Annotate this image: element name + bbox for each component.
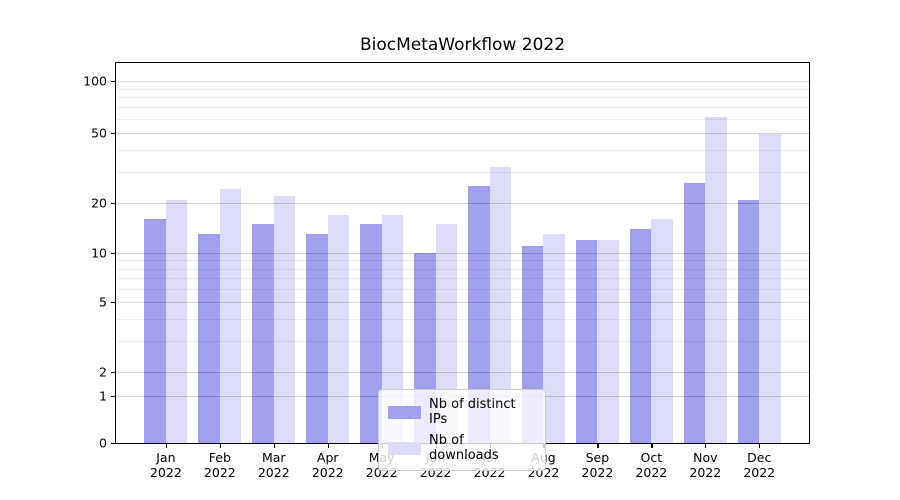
x-tick-sep (597, 444, 599, 448)
x-tick-year: 2022 (257, 465, 290, 480)
x-tick-label-mar: Mar 2022 (244, 450, 304, 480)
x-tick-year: 2022 (689, 465, 722, 480)
y-tick-100 (111, 80, 115, 82)
gridline-major-2 (116, 371, 809, 373)
bar-ips-jul (467, 186, 490, 444)
y-tick-label-0: 0 (99, 435, 107, 451)
x-tick-year: 2022 (743, 465, 776, 480)
bar-ips-dec (737, 199, 760, 444)
bar-downloads-mar (273, 195, 296, 444)
gridline-major-20 (116, 203, 809, 205)
y-tick-2 (111, 371, 115, 373)
x-tick-label-sep: Sep 2022 (567, 450, 627, 480)
x-tick-year: 2022 (203, 465, 236, 480)
plot-area (115, 62, 810, 444)
x-tick-month: Mar (261, 450, 286, 465)
gridline-minor-8 (116, 268, 809, 270)
x-tick-label-dec: Dec 2022 (729, 450, 789, 480)
x-tick-month: Apr (316, 450, 339, 465)
bar-ips-sep (575, 239, 598, 444)
y-tick-label-2: 2 (99, 364, 107, 380)
x-tick-year: 2022 (149, 465, 182, 480)
x-tick-feb (219, 444, 222, 448)
gridline-minor-6 (116, 289, 809, 291)
bar-ips-nov (683, 183, 706, 444)
x-tick-month: Dec (747, 450, 772, 465)
gridline-major-100 (116, 80, 809, 82)
y-tick-10 (111, 252, 115, 254)
x-tick-label-nov: Nov 2022 (675, 450, 735, 480)
x-tick-jan (165, 444, 168, 448)
legend-item-downloads: Nb of downloads (388, 433, 536, 463)
bar-downloads-dec (759, 134, 781, 444)
bar-downloads-may (381, 214, 404, 444)
y-tick-50 (111, 132, 115, 134)
bar-downloads-oct (651, 219, 673, 444)
legend-swatch-distinct-ips (388, 405, 421, 419)
bar-downloads-aug (543, 234, 566, 444)
x-tick-label-jan: Jan 2022 (136, 450, 196, 480)
x-tick-year: 2022 (581, 465, 614, 480)
gridline-minor-90 (116, 88, 809, 90)
x-tick-year: 2022 (635, 465, 668, 480)
gridline-minor-40 (116, 149, 809, 151)
legend-label-distinct-ips: Nb of distinct IPs (429, 397, 516, 427)
y-tick-label-50: 50 (91, 125, 107, 141)
gridline-minor-7 (116, 278, 809, 280)
gridline-minor-9 (116, 260, 809, 262)
x-tick-oct (651, 444, 653, 448)
bar-ips-may (360, 223, 382, 444)
bar-ips-feb (198, 234, 220, 444)
gridline-minor-4 (116, 318, 809, 320)
y-tick-0 (111, 443, 115, 445)
y-tick-label-20: 20 (91, 195, 107, 211)
y-tick-1 (111, 396, 115, 398)
x-tick-month: Sep (585, 450, 610, 465)
bar-downloads-sep (597, 239, 619, 444)
bar-ips-oct (629, 228, 652, 444)
y-tick-label-5: 5 (99, 294, 107, 310)
x-tick-month: Jan (156, 450, 176, 465)
chart-title: BiocMetaWorkflow 2022 (359, 35, 566, 55)
gridline-minor-60 (116, 119, 809, 121)
legend: Nb of distinct IPs Nb of downloads (378, 389, 546, 471)
gridline-minor-30 (116, 172, 809, 174)
x-tick-month: Nov (693, 450, 718, 465)
gridline-minor-70 (116, 107, 809, 109)
legend-label-downloads: Nb of downloads (429, 433, 499, 463)
y-tick-20 (111, 203, 115, 205)
x-tick-mar (273, 444, 275, 448)
bar-ips-mar (252, 223, 274, 444)
x-tick-label-feb: Feb 2022 (190, 450, 250, 480)
gridline-major-10 (116, 252, 809, 254)
gridline-minor-3 (116, 340, 809, 342)
legend-item-distinct-ips: Nb of distinct IPs (388, 397, 536, 427)
bar-ips-jan (144, 219, 166, 444)
y-tick-label-100: 100 (83, 73, 107, 89)
x-tick-month: Feb (208, 450, 231, 465)
bar-downloads-jan (165, 199, 188, 444)
x-tick-apr (327, 444, 329, 448)
bar-downloads-feb (219, 189, 242, 444)
x-tick-month: Oct (640, 450, 663, 465)
x-tick-year: 2022 (311, 465, 344, 480)
y-tick-label-10: 10 (91, 245, 107, 261)
x-tick-label-apr: Apr 2022 (298, 450, 358, 480)
bar-downloads-apr (327, 214, 350, 444)
y-tick-label-1: 1 (99, 388, 107, 404)
gridline-major-5 (116, 302, 809, 303)
gridline-major-50 (116, 132, 809, 134)
bar-downloads-jul (489, 167, 512, 444)
x-tick-label-oct: Oct 2022 (621, 450, 681, 480)
y-tick-5 (111, 302, 115, 304)
legend-swatch-downloads (388, 441, 421, 455)
x-tick-dec (759, 444, 761, 448)
bar-downloads-nov (705, 116, 727, 444)
bar-downloads-jun (435, 223, 458, 444)
gridline-minor-80 (116, 97, 809, 99)
bar-ips-apr (306, 234, 328, 444)
x-tick-nov (705, 444, 707, 448)
